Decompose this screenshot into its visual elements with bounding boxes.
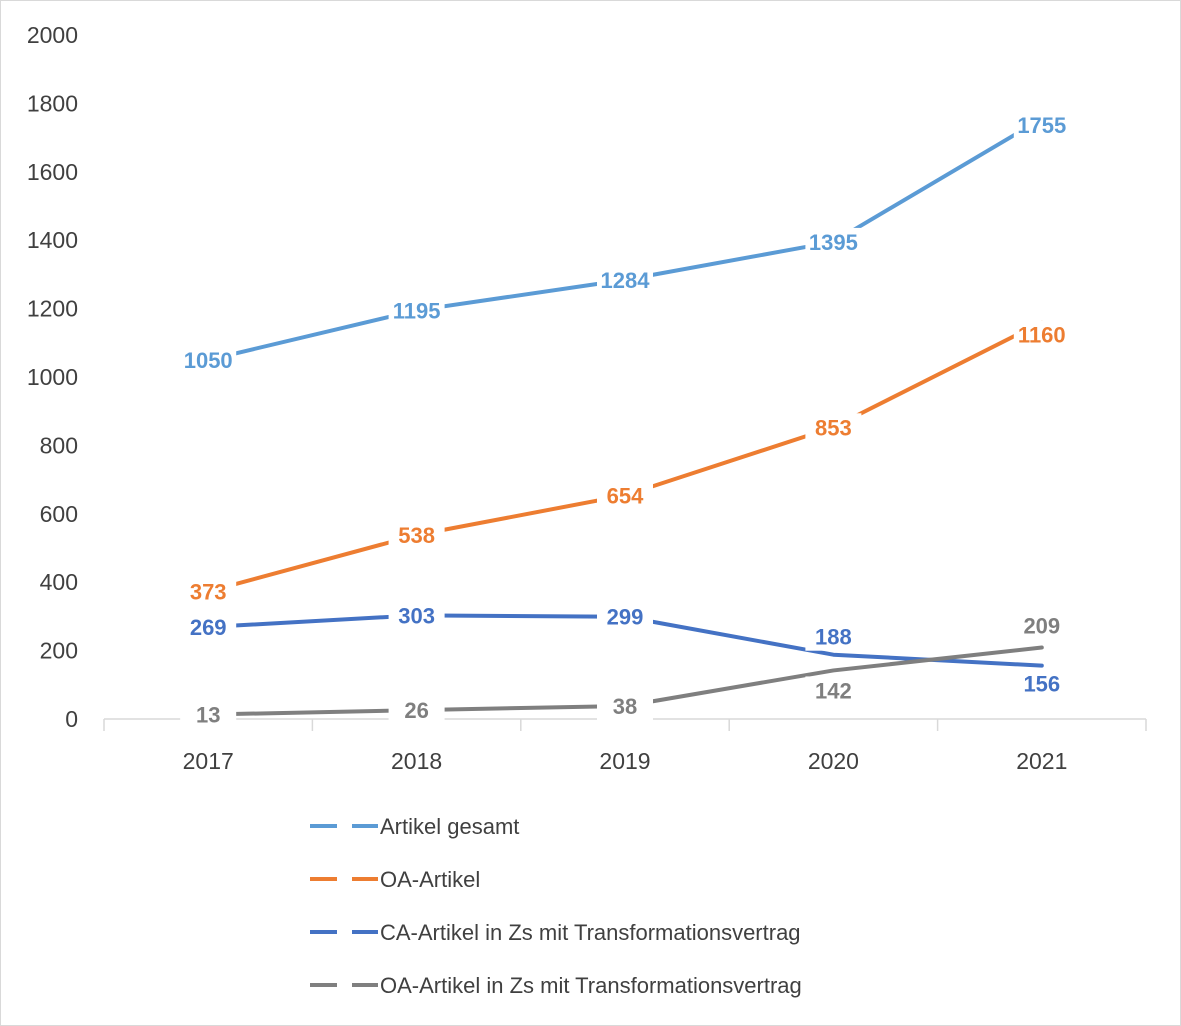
legend-label: OA-Artikel: [380, 867, 480, 892]
x-tick-label: 2017: [183, 748, 234, 774]
data-label-background: [180, 613, 237, 642]
y-tick-label: 2000: [27, 22, 78, 48]
y-tick-label: 600: [40, 501, 78, 527]
data-label: 538: [398, 523, 435, 548]
data-label-background: [597, 481, 653, 510]
y-tick-label: 1200: [27, 296, 78, 322]
data-labels: 1050 1195 1284 1395 1755 373 538 654 853 1160 269 3…: [180, 110, 1070, 729]
legend: Artikel gesamt OA-Artikel CA-Artikel in Zs…: [310, 814, 802, 998]
data-label-background: [805, 227, 862, 256]
y-tick-label: 1000: [27, 364, 78, 390]
data-label-background: [388, 601, 445, 630]
data-label: 1395: [809, 230, 858, 255]
data-label: 299: [607, 605, 644, 630]
legend-label: CA-Artikel in Zs mit Transformationsvert…: [380, 920, 801, 945]
data-label-background: [180, 345, 237, 374]
x-axis: 2017 2018 2019 2020 2021: [103, 718, 1147, 774]
y-tick-label: 400: [40, 569, 78, 595]
data-label-background: [180, 700, 237, 729]
data-label-background: [597, 265, 653, 294]
y-tick-label: 200: [40, 638, 78, 664]
data-label: 1160: [1018, 322, 1066, 347]
data-label-background: [597, 602, 653, 631]
x-tick-label: 2020: [808, 748, 859, 774]
series-line: [206, 116, 1044, 362]
data-label-background: [805, 676, 862, 705]
data-label-background: [805, 413, 862, 442]
data-label-background: [388, 696, 445, 725]
data-label: 654: [607, 483, 644, 508]
data-label-background: [388, 521, 445, 550]
data-label: 1284: [601, 268, 651, 293]
series-line: [206, 320, 1044, 594]
data-label-background: [180, 577, 237, 606]
data-label: 156: [1023, 672, 1060, 697]
data-label: 269: [190, 615, 227, 640]
data-label: 13: [196, 703, 220, 728]
y-tick-label: 1600: [27, 159, 78, 185]
y-tick-label: 1400: [27, 227, 78, 253]
x-tick-label: 2021: [1016, 748, 1067, 774]
legend-label: OA-Artikel in Zs mit Transformationsvert…: [380, 973, 802, 998]
data-label: 209: [1023, 614, 1060, 639]
y-tick-label: 800: [40, 432, 78, 458]
data-label-background: [597, 692, 653, 721]
y-axis-tick-labels: 0 200 400 600 800 1000 1200 1400 1600 1800 2000: [27, 22, 78, 732]
data-label: 303: [398, 603, 435, 628]
y-tick-label: 1800: [27, 90, 78, 116]
data-label: 38: [613, 694, 637, 719]
data-label: 373: [190, 579, 227, 604]
x-tick-label: 2018: [391, 748, 442, 774]
data-label: 188: [815, 625, 852, 650]
data-label-background: [1013, 320, 1070, 349]
data-label-background: [388, 296, 445, 325]
data-label: 853: [815, 415, 852, 440]
y-tick-label: 0: [65, 706, 78, 732]
legend-label: Artikel gesamt: [380, 814, 519, 839]
data-label: 1050: [184, 348, 233, 373]
data-label: 1755: [1017, 113, 1066, 138]
data-label: 26: [404, 698, 428, 723]
data-label-background: [1013, 110, 1070, 139]
x-tick-label: 2019: [599, 748, 650, 774]
data-label-background: [1013, 669, 1070, 698]
data-label-background: [805, 622, 862, 651]
data-label: 1195: [393, 298, 441, 323]
data-label: 142: [815, 678, 852, 703]
